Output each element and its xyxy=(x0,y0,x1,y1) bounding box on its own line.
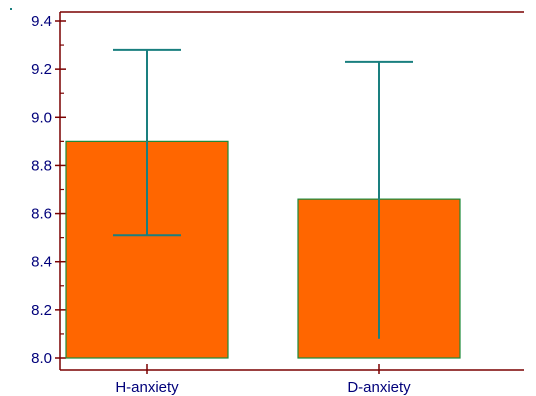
y-tick-label: 9.4 xyxy=(31,13,52,30)
y-tick-label: 8.0 xyxy=(31,350,52,367)
corner-dot xyxy=(10,8,12,10)
x-category-label: D-anxiety xyxy=(347,379,411,396)
error-bars xyxy=(113,48,413,339)
y-tick-label: 8.6 xyxy=(31,206,52,223)
y-tick-label: 9.0 xyxy=(31,109,52,126)
y-tick-label: 8.4 xyxy=(31,254,52,271)
y-tick-label: 8.8 xyxy=(31,157,52,174)
x-category-label: H-anxiety xyxy=(115,379,179,396)
axes xyxy=(10,8,524,374)
labels: 8.0 8.2 8.4 8.6 8.8 9.0 9.2 9.4 H-anxiety D-anxie… xyxy=(31,13,411,396)
y-tick-label: 8.2 xyxy=(31,302,52,319)
y-tick-label: 9.2 xyxy=(31,61,52,78)
bars xyxy=(65,140,461,359)
